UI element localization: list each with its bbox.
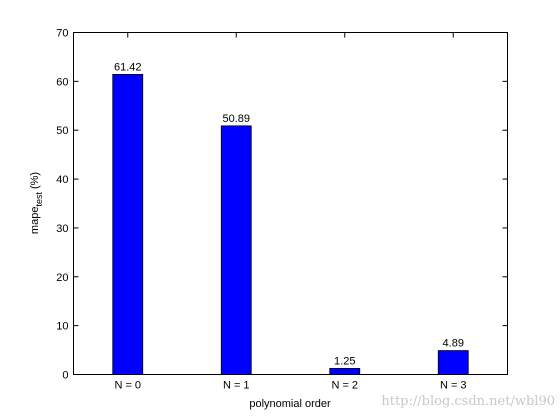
data-label: 1.25 — [334, 355, 355, 367]
plot-area — [73, 32, 508, 375]
y-tick-label: 40 — [56, 174, 68, 186]
y-axis-label: mapetest (%) — [29, 172, 44, 234]
data-label: 4.89 — [443, 338, 464, 350]
y-tick-label: 0 — [62, 370, 68, 382]
y-label-suffix: (%) — [29, 172, 41, 189]
y-tick-label: 50 — [56, 125, 68, 137]
bar — [437, 350, 469, 375]
x-tick-label: N = 0 — [114, 380, 141, 392]
y-tick-label: 30 — [56, 223, 68, 235]
x-axis-label: polynomial order — [249, 398, 331, 410]
data-label: 61.42 — [114, 61, 142, 73]
y-tick-label: 70 — [56, 28, 68, 40]
x-tick-label: N = 2 — [331, 380, 358, 392]
bar — [220, 125, 252, 375]
y-label-main: mape — [29, 207, 41, 235]
bar — [112, 74, 144, 375]
y-label-subscript: test — [34, 192, 44, 207]
data-label: 50.89 — [222, 113, 250, 125]
bar — [329, 367, 361, 375]
watermark: http://blog.csdn.net/wbl90 — [381, 394, 555, 409]
y-tick-label: 60 — [56, 76, 68, 88]
x-tick-label: N = 1 — [223, 380, 250, 392]
x-tick-label: N = 3 — [440, 380, 467, 392]
y-tick-label: 10 — [56, 321, 68, 333]
y-tick-label: 20 — [56, 272, 68, 284]
